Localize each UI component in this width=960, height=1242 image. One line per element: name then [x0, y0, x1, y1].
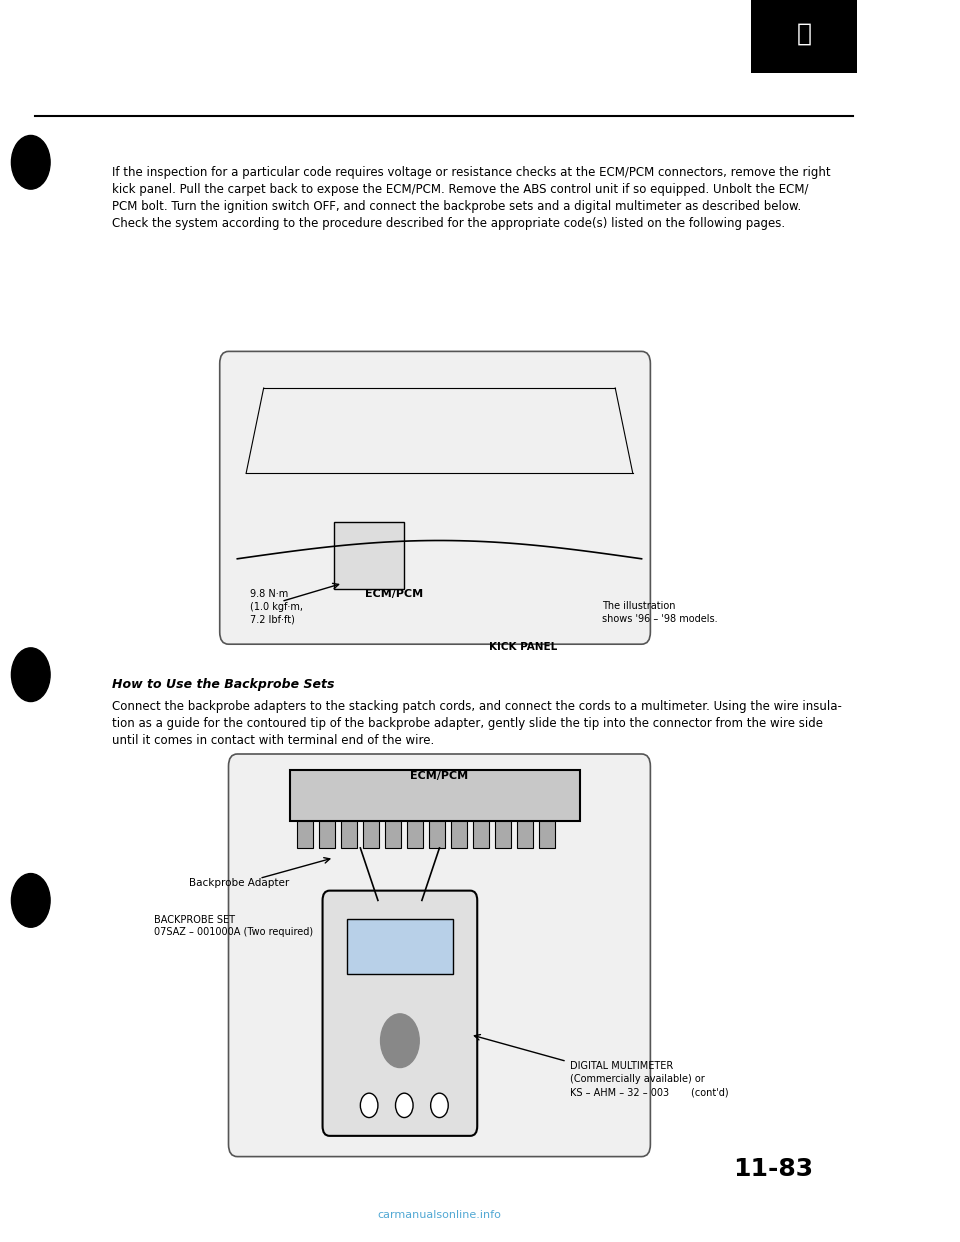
- Circle shape: [12, 135, 50, 189]
- Circle shape: [360, 1093, 378, 1118]
- Text: How to Use the Backprobe Sets: How to Use the Backprobe Sets: [112, 678, 335, 692]
- Bar: [429, 821, 444, 848]
- Text: 🔧: 🔧: [797, 21, 812, 46]
- Circle shape: [431, 1093, 448, 1118]
- Text: Backprobe Adapter: Backprobe Adapter: [189, 878, 289, 888]
- FancyBboxPatch shape: [220, 351, 650, 645]
- FancyBboxPatch shape: [228, 754, 650, 1156]
- Bar: [494, 821, 511, 848]
- Text: KICK PANEL: KICK PANEL: [489, 642, 557, 652]
- Bar: [473, 821, 489, 848]
- Bar: [752, 0, 857, 73]
- Text: 11-83: 11-83: [733, 1156, 813, 1181]
- Bar: [407, 821, 422, 848]
- Circle shape: [12, 648, 50, 702]
- Text: carmanualsonline.info: carmanualsonline.info: [377, 1210, 501, 1220]
- Circle shape: [12, 873, 50, 928]
- Text: The illustration
shows '96 – '98 models.: The illustration shows '96 – '98 models.: [602, 601, 718, 623]
- Bar: [341, 821, 357, 848]
- Bar: [451, 821, 467, 848]
- Text: Connect the backprobe adapters to the stacking patch cords, and connect the cord: Connect the backprobe adapters to the st…: [112, 700, 842, 748]
- Bar: [297, 821, 313, 848]
- Bar: [539, 821, 555, 848]
- Text: BACKPROBE SET
07SAZ – 001000A (Two required): BACKPROBE SET 07SAZ – 001000A (Two requi…: [154, 915, 313, 938]
- Bar: [348, 919, 452, 974]
- Bar: [334, 522, 404, 589]
- Circle shape: [396, 1093, 413, 1118]
- FancyBboxPatch shape: [323, 891, 477, 1136]
- Bar: [290, 770, 580, 821]
- Bar: [516, 821, 533, 848]
- Text: DIGITAL MULTIMETER
(Commercially available) or
KS – AHM – 32 – 003       (cont'd: DIGITAL MULTIMETER (Commercially availab…: [569, 1062, 728, 1097]
- Text: If the inspection for a particular code requires voltage or resistance checks at: If the inspection for a particular code …: [112, 166, 831, 230]
- Bar: [385, 821, 400, 848]
- Bar: [319, 821, 335, 848]
- Text: ECM/PCM: ECM/PCM: [410, 771, 468, 781]
- Text: 9.8 N·m
(1.0 kgf·m,
7.2 lbf·ft): 9.8 N·m (1.0 kgf·m, 7.2 lbf·ft): [251, 589, 303, 623]
- Text: ECM/PCM: ECM/PCM: [365, 589, 422, 600]
- Circle shape: [380, 1013, 420, 1068]
- Bar: [363, 821, 379, 848]
